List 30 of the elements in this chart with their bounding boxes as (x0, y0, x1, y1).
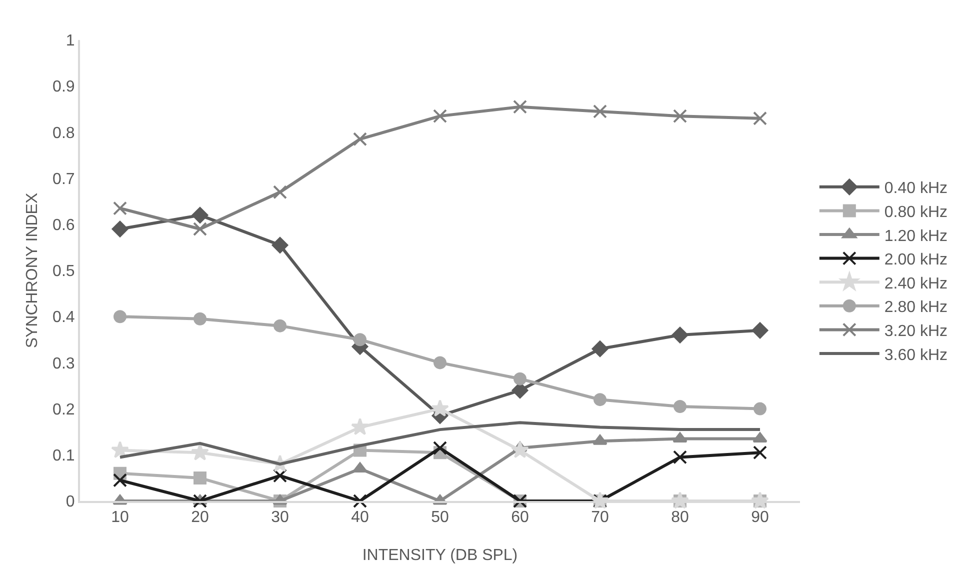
x-tick-label: 80 (671, 509, 689, 526)
legend-label: 2.00 kHz (884, 252, 948, 269)
legend-label: 2.40 kHz (884, 275, 948, 292)
y-axis-title: SYNCHRONY INDEX (24, 192, 41, 348)
y-tick-label: 0.2 (52, 401, 75, 418)
y-tick-label: 0.7 (52, 170, 75, 188)
x-tick-label: 50 (431, 509, 449, 526)
legend-label: 0.40 kHz (884, 180, 948, 198)
legend-label: 3.20 kHz (884, 322, 948, 340)
y-tick-label: 0.3 (52, 355, 75, 372)
legend-label: 0.80 kHz (884, 204, 948, 221)
y-tick-label: 0 (66, 494, 75, 511)
y-tick-label: 0.9 (52, 78, 75, 96)
x-axis-title: INTENSITY (DB SPL) (362, 547, 518, 564)
y-tick-label: 0.6 (52, 217, 75, 234)
y-tick-label: 0.8 (52, 124, 75, 142)
x-tick-label: 70 (591, 509, 609, 526)
y-tick-label: 0.5 (52, 263, 75, 280)
legend-label: 1.20 kHz (884, 228, 948, 245)
x-tick-label: 20 (191, 509, 209, 526)
legend-label: 2.80 kHz (884, 299, 948, 316)
y-tick-label: 0.4 (52, 309, 75, 326)
y-tick-label: 1 (66, 32, 75, 50)
y-tick-label: 0.1 (52, 448, 75, 464)
x-tick-label: 40 (351, 509, 369, 526)
x-tick-label: 10 (111, 509, 129, 526)
legend-label: 3.60 kHz (884, 346, 948, 364)
x-tick-label: 60 (511, 509, 529, 526)
x-tick-label: 90 (751, 509, 769, 526)
x-tick-label: 30 (271, 509, 289, 526)
